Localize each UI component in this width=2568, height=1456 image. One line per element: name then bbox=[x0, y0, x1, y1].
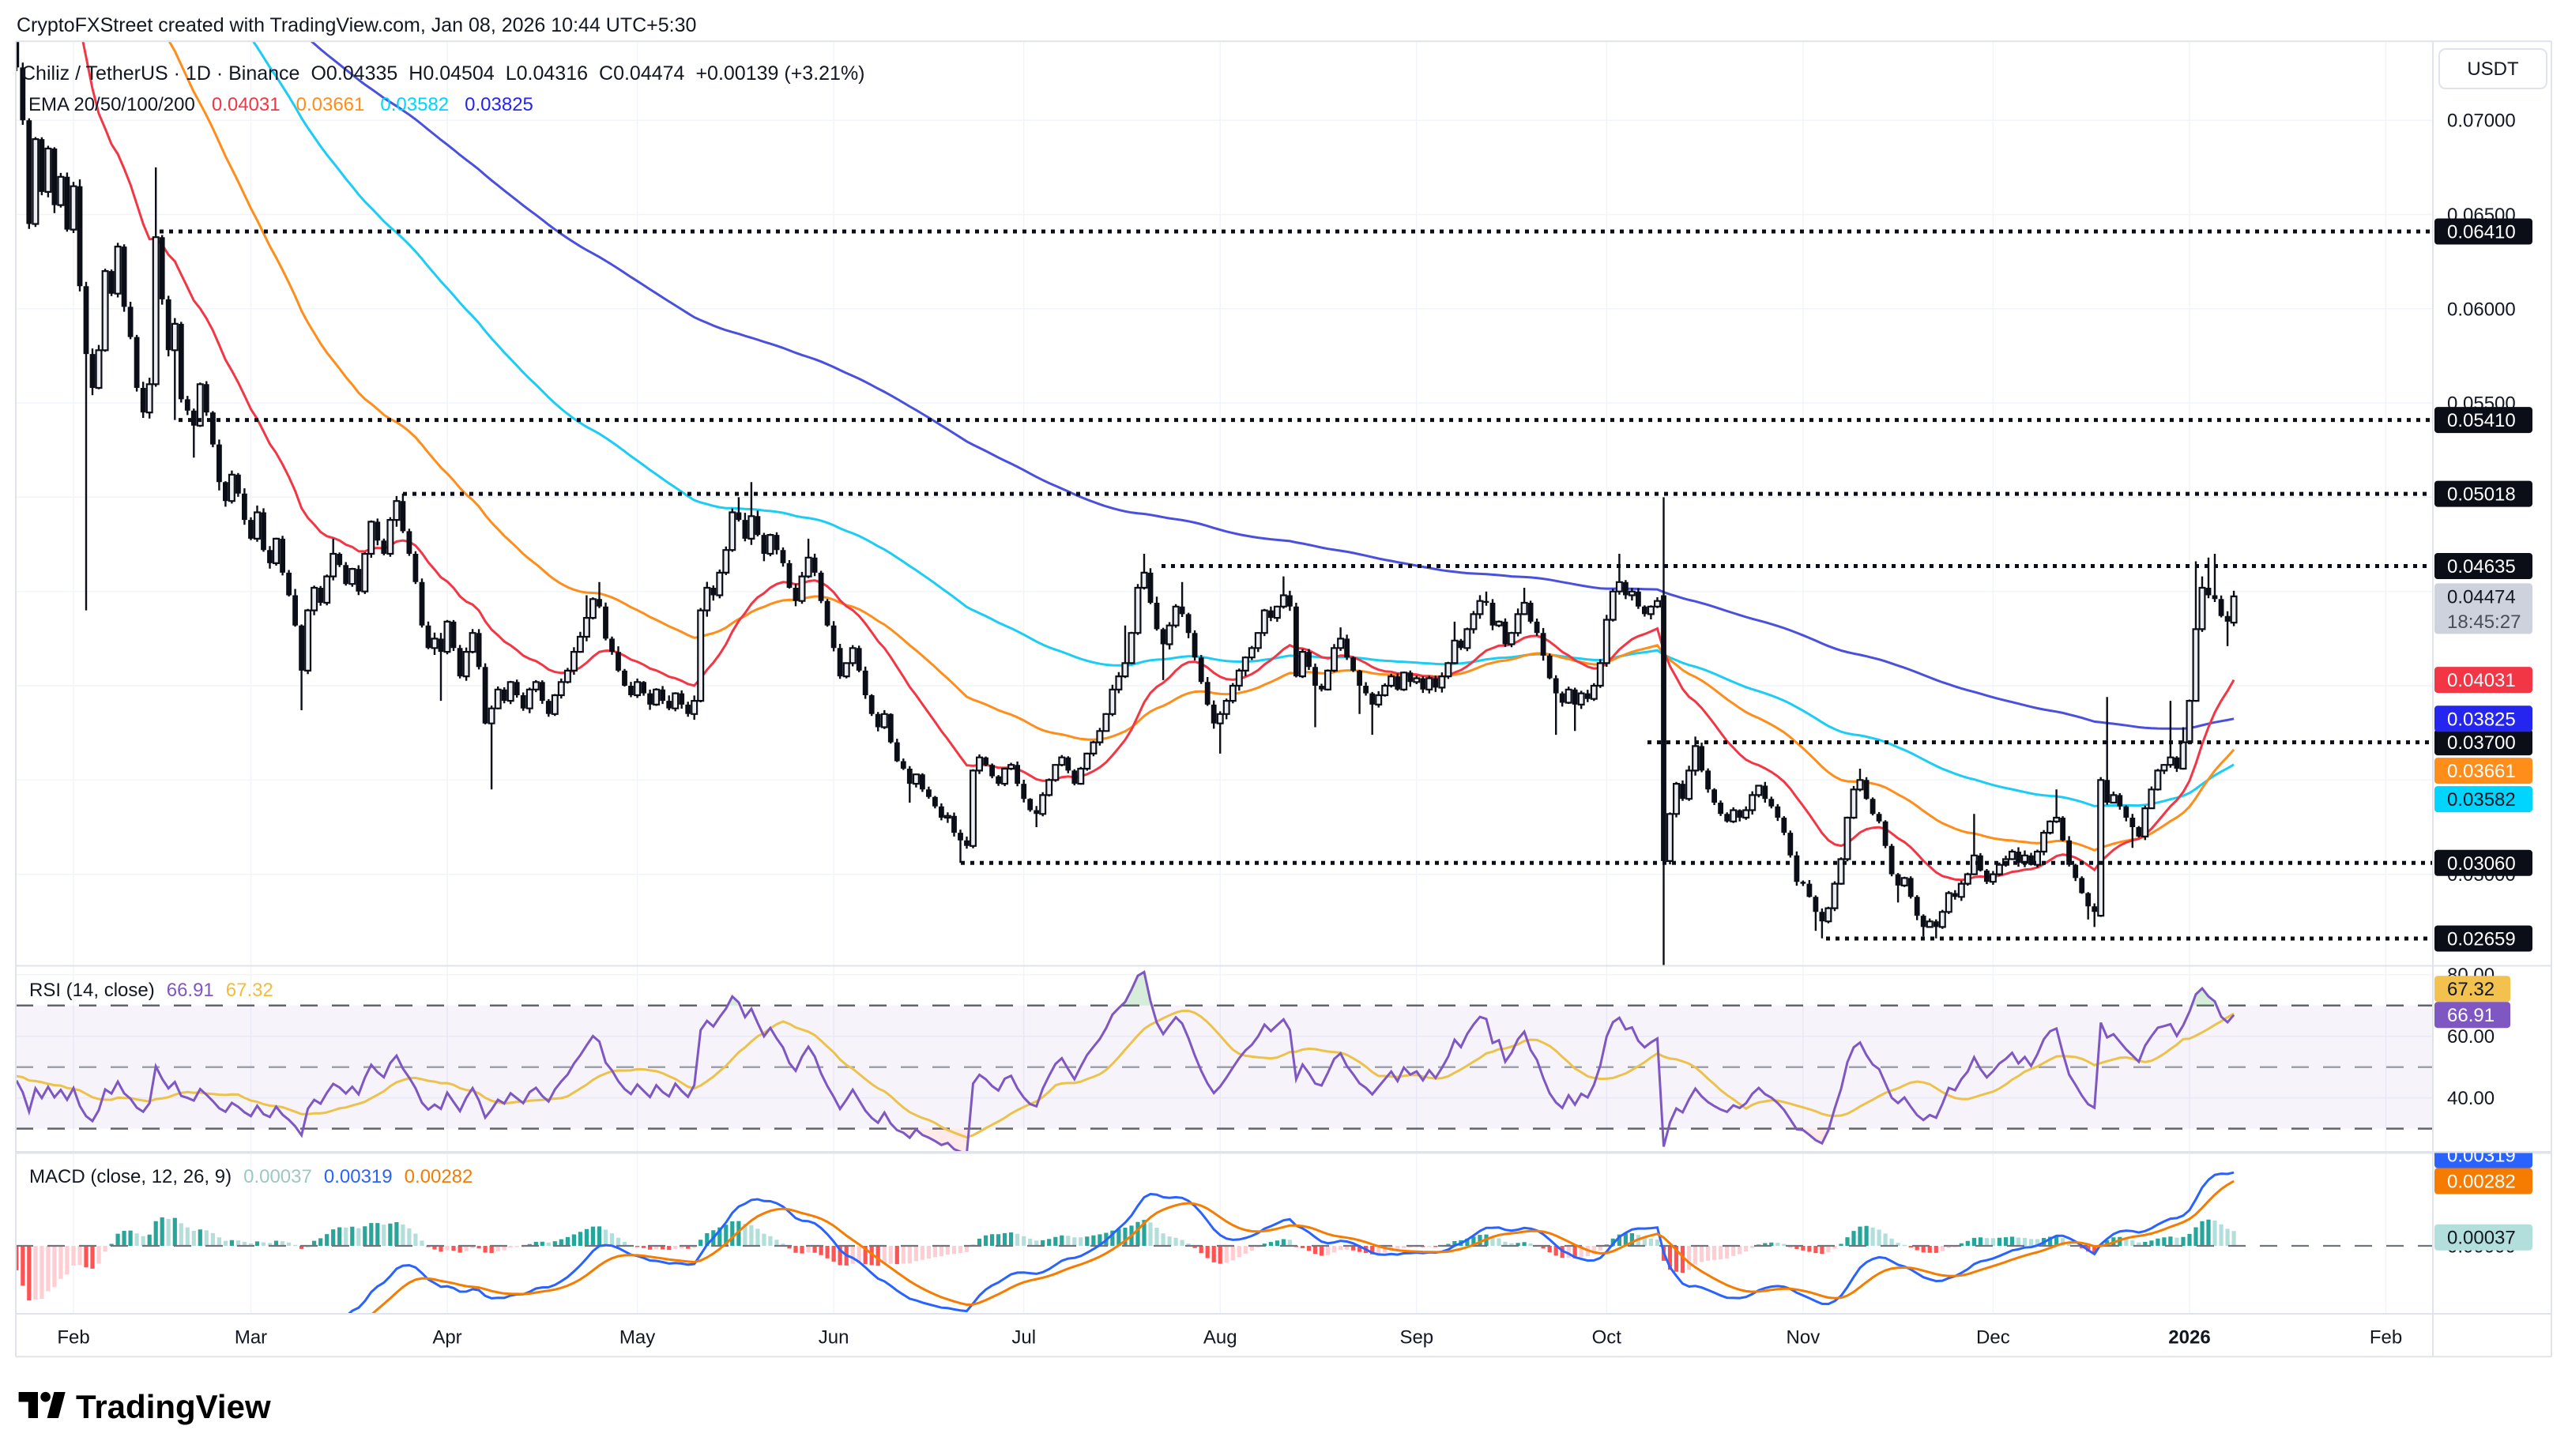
svg-text:0.03825: 0.03825 bbox=[2447, 709, 2516, 730]
svg-text:Apr: Apr bbox=[432, 1327, 461, 1349]
svg-text:66.91: 66.91 bbox=[2447, 1005, 2495, 1026]
svg-text:0.04474: 0.04474 bbox=[2447, 586, 2516, 608]
svg-text:0.03700: 0.03700 bbox=[2447, 732, 2516, 754]
svg-text:0.03582: 0.03582 bbox=[2447, 789, 2516, 811]
svg-text:Oct: Oct bbox=[1592, 1327, 1622, 1349]
svg-text:Jul: Jul bbox=[1011, 1327, 1036, 1349]
svg-text:Jun: Jun bbox=[819, 1327, 849, 1349]
svg-text:0.03661: 0.03661 bbox=[2447, 761, 2516, 782]
svg-text:Dec: Dec bbox=[1976, 1327, 2010, 1349]
svg-text:CryptoFXStreet created with Tr: CryptoFXStreet created with TradingView.… bbox=[17, 14, 696, 36]
svg-text:0.05410: 0.05410 bbox=[2447, 410, 2516, 431]
svg-text:MACD (close, 12, 26, 9)0.00037: MACD (close, 12, 26, 9) 0.00037 0.00319 0.0… bbox=[29, 1166, 473, 1187]
svg-text:18:45:27: 18:45:27 bbox=[2447, 611, 2521, 633]
svg-text:Nov: Nov bbox=[1787, 1327, 1821, 1349]
svg-text:0.03060: 0.03060 bbox=[2447, 853, 2516, 875]
svg-text:67.32: 67.32 bbox=[2447, 979, 2495, 1000]
svg-text:0.04031: 0.04031 bbox=[2447, 670, 2516, 691]
svg-text:60.00: 60.00 bbox=[2447, 1026, 2495, 1048]
svg-text:0.06410: 0.06410 bbox=[2447, 222, 2516, 243]
svg-text:0.07000: 0.07000 bbox=[2447, 111, 2516, 132]
svg-text:Mar: Mar bbox=[235, 1327, 267, 1349]
svg-text:0.00282: 0.00282 bbox=[2447, 1172, 2516, 1193]
svg-text:2026: 2026 bbox=[2168, 1327, 2210, 1349]
svg-text:0.00037: 0.00037 bbox=[2447, 1228, 2516, 1249]
svg-text:40.00: 40.00 bbox=[2447, 1088, 2495, 1109]
svg-text:Feb: Feb bbox=[2370, 1327, 2402, 1349]
svg-text:Aug: Aug bbox=[1203, 1327, 1237, 1349]
svg-text:USDT: USDT bbox=[2467, 58, 2519, 80]
svg-text:May: May bbox=[619, 1327, 655, 1349]
svg-text:0.04635: 0.04635 bbox=[2447, 556, 2516, 578]
svg-text:0.06000: 0.06000 bbox=[2447, 299, 2516, 320]
svg-text:0.02659: 0.02659 bbox=[2447, 929, 2516, 950]
svg-text:Sep: Sep bbox=[1399, 1327, 1433, 1349]
svg-text:Feb: Feb bbox=[57, 1327, 89, 1349]
svg-text:Chiliz / TetherUS · 1D · Binan: Chiliz / TetherUS · 1D · Binance O0.04335… bbox=[21, 62, 865, 85]
svg-text:TradingView: TradingView bbox=[76, 1388, 271, 1425]
svg-text:0.05018: 0.05018 bbox=[2447, 484, 2516, 506]
svg-text:0.00319: 0.00319 bbox=[2447, 1146, 2516, 1167]
